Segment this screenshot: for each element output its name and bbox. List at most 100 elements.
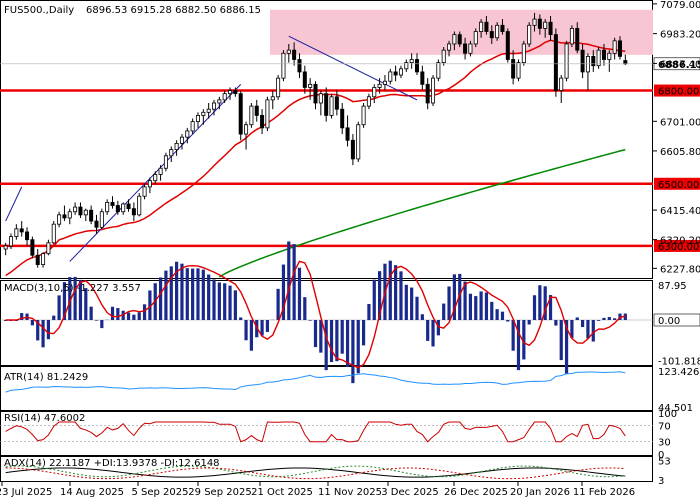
candle — [9, 233, 14, 250]
candle-body — [110, 202, 115, 206]
macd-bar — [137, 312, 141, 320]
candle — [62, 205, 67, 222]
macd-bar — [372, 279, 376, 320]
macd-bar — [447, 286, 451, 320]
candle-body — [3, 245, 8, 250]
candle-body — [169, 149, 174, 157]
candle-body — [420, 71, 425, 85]
candle — [484, 15, 489, 35]
macd-bar — [46, 320, 51, 340]
candle-body — [612, 40, 617, 54]
candle-body — [14, 228, 19, 238]
macd-bar — [479, 291, 483, 320]
macd-bar — [265, 320, 270, 332]
macd-bar — [196, 268, 200, 320]
candle-body — [308, 83, 313, 88]
candle — [569, 25, 574, 48]
candle — [511, 50, 516, 85]
macd-bar — [100, 320, 104, 329]
candle-body — [580, 49, 585, 73]
candle — [276, 75, 281, 100]
candle — [463, 37, 468, 60]
x-tick-label: 3 Dec 2025 — [381, 487, 439, 498]
macd-bar — [185, 268, 189, 320]
y-tick-label: 6701.00 — [660, 117, 700, 128]
candle-body — [270, 96, 275, 101]
candle-body — [596, 49, 601, 67]
resistance-zone-rect — [270, 9, 653, 55]
candle — [489, 25, 494, 44]
macd-bar — [239, 317, 243, 320]
macd-bar — [308, 320, 312, 321]
candle-body — [377, 83, 382, 88]
candle — [57, 211, 62, 228]
candle — [228, 87, 233, 100]
candle-body — [25, 231, 30, 241]
candle-body — [286, 49, 291, 54]
candle — [153, 171, 158, 184]
candle — [238, 90, 243, 141]
candle — [350, 134, 355, 166]
candle — [382, 75, 387, 91]
macd-bar — [276, 288, 280, 320]
candle — [195, 112, 200, 128]
rsi-line — [5, 421, 626, 443]
x-tick-label: 29 Sep 2025 — [188, 487, 251, 498]
macd-tick-label: 0.00 — [658, 316, 680, 327]
candle-body — [559, 77, 564, 91]
atr-tick-label: 123.4268 — [658, 367, 700, 378]
macd-bar — [158, 277, 163, 320]
atr-line — [5, 371, 626, 393]
macd-bar — [495, 309, 499, 320]
candle — [265, 96, 270, 131]
macd-bar — [506, 320, 510, 322]
candle-body — [121, 203, 126, 213]
macd-bar — [175, 261, 179, 320]
adx-tick-label: 53 — [658, 457, 671, 468]
candle-body — [409, 59, 414, 63]
macd-bar — [410, 287, 414, 320]
rsi-pane-frame — [0, 411, 653, 456]
candle-body — [62, 214, 67, 219]
macd-tick-label: 87.95 — [658, 281, 687, 292]
candle — [14, 224, 19, 240]
candle — [585, 53, 590, 91]
candle — [495, 22, 500, 41]
last-price-label: 6886.15 — [658, 60, 700, 71]
ohlc-values: 6896.53 6915.28 6882.50 6886.15 — [86, 5, 261, 16]
macd-bar — [399, 271, 403, 320]
candle — [222, 90, 227, 103]
macd-bar — [191, 268, 195, 320]
candle — [441, 47, 446, 66]
macd-bar — [554, 320, 558, 326]
candle-body — [179, 136, 184, 144]
candle-body — [350, 139, 355, 160]
candle — [217, 96, 222, 110]
y-tick-label: 6320.20 — [660, 236, 700, 247]
candle-body — [99, 211, 104, 228]
candle-body — [447, 43, 452, 51]
level-tag-label: 6800.00 — [658, 87, 699, 98]
candle — [158, 165, 163, 181]
candle — [409, 53, 414, 69]
candle — [329, 93, 334, 119]
candle — [324, 87, 329, 122]
rsi-tick-label: 70 — [658, 421, 671, 432]
candle-body — [260, 115, 265, 129]
candle-body — [292, 49, 297, 60]
candle-body — [137, 195, 142, 216]
candle-body — [564, 43, 569, 79]
candle-body — [73, 206, 78, 213]
candle-body — [158, 167, 163, 175]
candle-body — [206, 108, 211, 113]
macd-bar — [484, 292, 489, 320]
candle — [41, 252, 46, 268]
x-tick-label: 26 Dec 2025 — [444, 487, 508, 498]
candle — [110, 196, 115, 209]
candle — [30, 236, 35, 259]
candle-body — [313, 83, 318, 104]
candle — [78, 202, 83, 218]
candle-body — [195, 115, 200, 123]
